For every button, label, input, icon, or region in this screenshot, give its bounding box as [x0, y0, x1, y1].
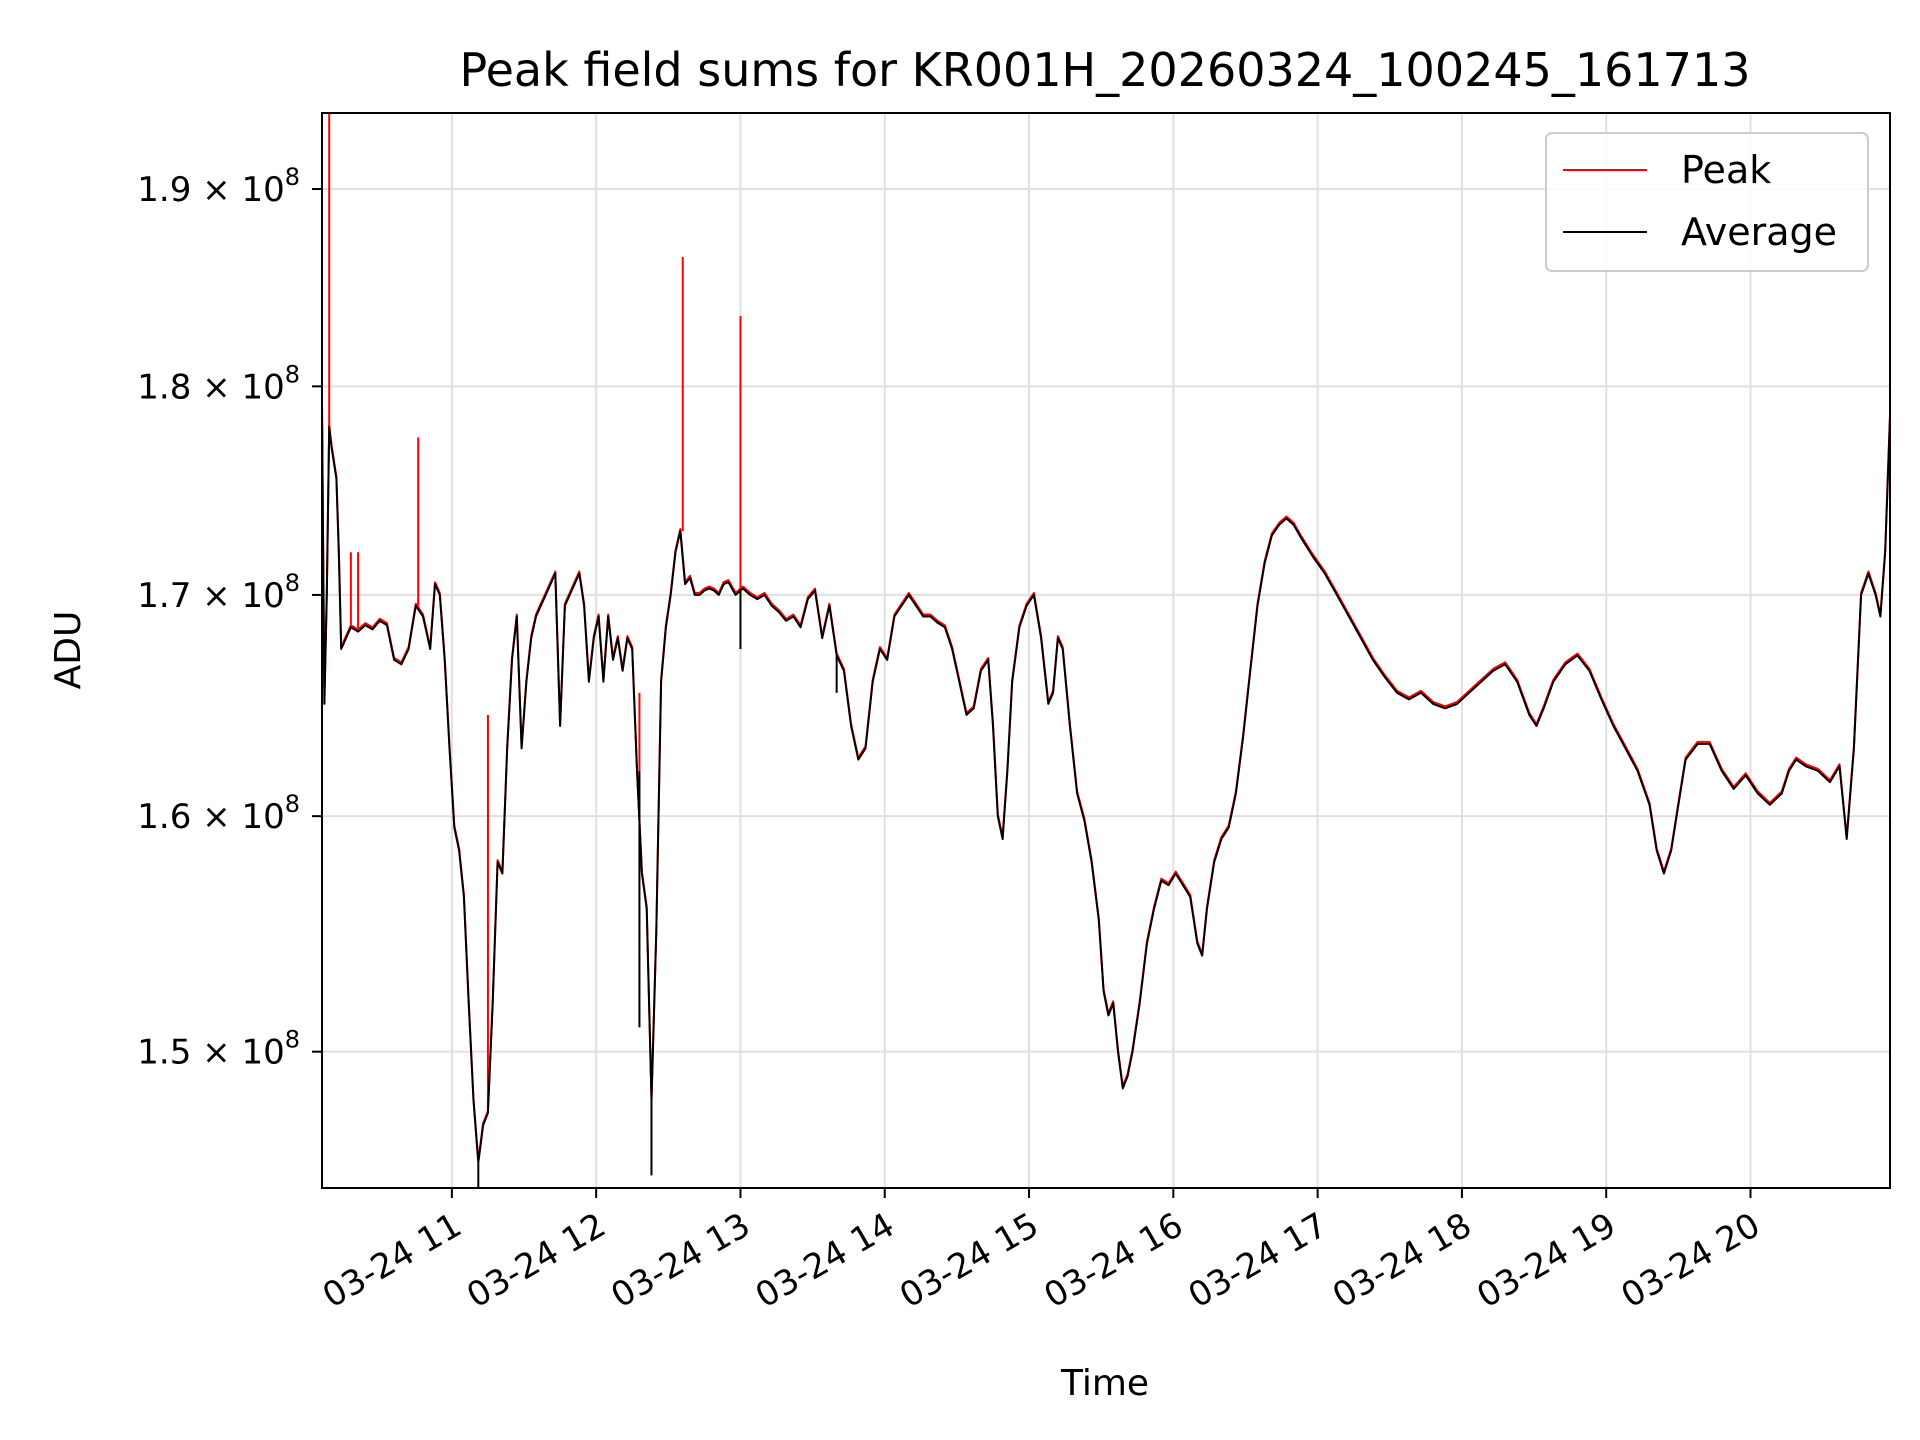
x-tick-label: 03-24 17	[1182, 1205, 1334, 1316]
y-tick-label: 1.5 × 108	[137, 1026, 300, 1073]
x-tick-label: 03-24 20	[1615, 1205, 1767, 1316]
x-tick-label: 03-24 14	[749, 1205, 901, 1316]
grid	[322, 113, 1890, 1188]
plot-frame	[321, 112, 1891, 1189]
series-line-average	[321, 406, 1891, 1164]
x-tick-label: 03-24 15	[893, 1205, 1045, 1316]
x-axis-label: Time	[1060, 1363, 1149, 1404]
x-tick-label: 03-24 18	[1326, 1205, 1478, 1316]
legend-box	[1545, 132, 1869, 272]
y-tick-label: 1.6 × 108	[137, 790, 300, 837]
series-group	[321, 113, 1891, 1188]
y-tick-label: 1.7 × 108	[137, 569, 300, 616]
x-tick-label: 03-24 11	[316, 1205, 468, 1316]
x-tick-label: 03-24 16	[1037, 1205, 1189, 1316]
y-axis-ticks: 1.5 × 108 1.6 × 108 1.7 × 108 1.8 × 108 1.9 …	[137, 163, 322, 1073]
x-tick-label: 03-24 13	[605, 1205, 757, 1316]
y-tick-label: 1.8 × 108	[137, 360, 300, 407]
legend: Peak Average	[1545, 132, 1869, 272]
y-axis-label: ADU	[48, 611, 89, 690]
y-tick-label: 1.9 × 108	[137, 163, 300, 210]
series-line-peak	[321, 404, 1891, 1162]
legend-label-average: Average	[1681, 210, 1837, 254]
legend-label-peak: Peak	[1681, 148, 1771, 192]
x-tick-label: 03-24 19	[1470, 1205, 1622, 1316]
chart-title: Peak field sums for KR001H_20260324_1002…	[460, 43, 1751, 97]
x-tick-label: 03-24 12	[460, 1205, 612, 1316]
